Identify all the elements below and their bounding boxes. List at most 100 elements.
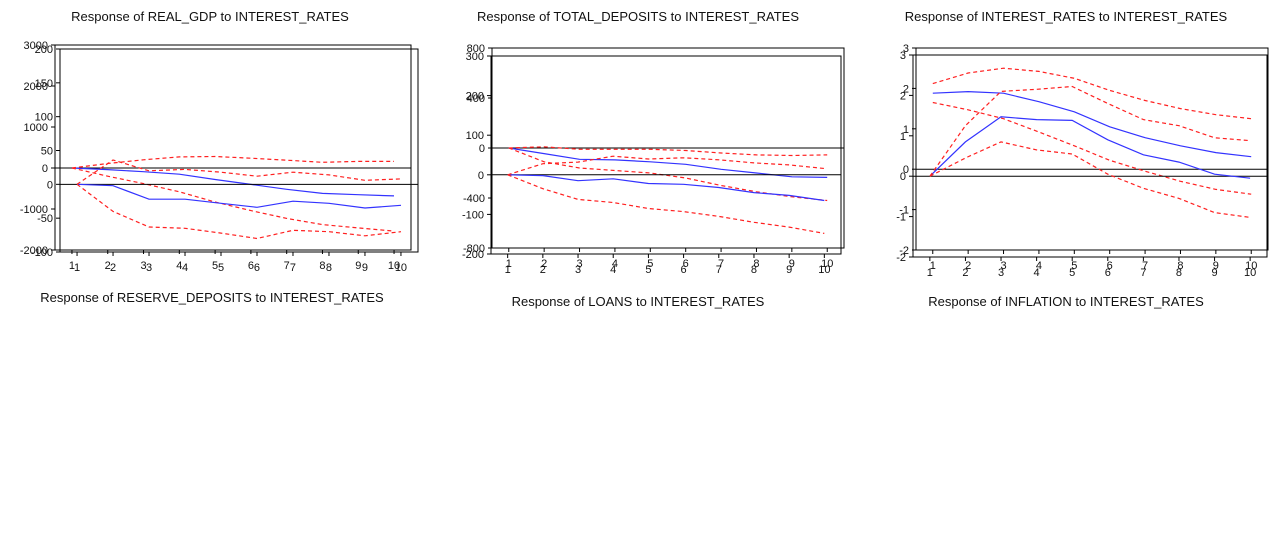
x-tick-label: 6 xyxy=(254,262,260,274)
x-tick-label: 7 xyxy=(284,260,290,272)
x-tick-label: 4 xyxy=(610,264,616,276)
x-tick-label: 8 xyxy=(326,262,332,274)
y-tick-label: -400 xyxy=(463,193,485,205)
y-tick-label: 0 xyxy=(479,143,485,155)
y-tick-label: 1 xyxy=(900,131,906,143)
chart-title: Response of RESERVE_DEPOSITS to INTEREST… xyxy=(40,290,384,305)
plot-frame xyxy=(912,54,1268,258)
y-tick-label: -2 xyxy=(896,252,906,264)
y-tick-label: 1000 xyxy=(24,122,48,134)
y-tick-label: -2 xyxy=(899,245,909,257)
y-tick-label: 0 xyxy=(478,170,484,182)
x-tick-label: 5 xyxy=(647,258,653,270)
x-tick-label: 1 xyxy=(69,260,75,272)
y-tick-label: 400 xyxy=(467,93,485,105)
y-tick-label: 300 xyxy=(466,51,484,63)
y-tick-label: 0 xyxy=(42,163,48,175)
x-tick-label: 6 xyxy=(1105,267,1111,279)
x-tick-label: 10 xyxy=(1245,260,1257,272)
y-tick-label: 0 xyxy=(903,164,909,176)
x-tick-label: 3 xyxy=(575,264,581,276)
y-tick-label: -1 xyxy=(896,212,906,224)
x-tick-label: 4 xyxy=(612,258,618,270)
x-tick-label: 8 xyxy=(751,264,757,276)
y-tick-label: 2 xyxy=(903,83,909,95)
chart-panel-real-gdp: Response of REAL_GDP to INTEREST_RATES -… xyxy=(0,0,420,278)
y-tick-label: -2000 xyxy=(20,245,48,257)
x-tick-label: 10 xyxy=(395,262,407,274)
plot-frame xyxy=(915,47,1269,251)
x-tick-label: 1 xyxy=(930,260,936,272)
y-tick-label: -100 xyxy=(462,209,484,221)
upper-band-line xyxy=(507,155,825,176)
chart-title: Response of INFLATION to INTEREST_RATES xyxy=(928,294,1204,309)
x-tick-label: 7 xyxy=(718,258,724,270)
lower-band-line xyxy=(76,183,402,240)
x-tick-label: 6 xyxy=(1107,260,1113,272)
x-tick-label: 3 xyxy=(140,260,146,272)
x-tick-label: 4 xyxy=(1034,267,1040,279)
x-tick-label: 5 xyxy=(212,260,218,272)
x-tick-label: 1 xyxy=(927,267,933,279)
chart-panel-loans: Response of LOANS to INTEREST_RATES -200… xyxy=(424,51,852,556)
x-tick-label: 2 xyxy=(540,264,546,276)
lower-band-line xyxy=(508,147,828,202)
x-tick-label: 3 xyxy=(998,267,1004,279)
x-tick-label: 8 xyxy=(1176,267,1182,279)
upper-band-line xyxy=(932,67,1252,120)
plot-frame xyxy=(54,44,412,251)
response-line xyxy=(507,174,825,202)
x-tick-label: 1 xyxy=(505,264,511,276)
y-tick-label: -800 xyxy=(463,243,485,255)
x-tick-label: 9 xyxy=(1213,260,1219,272)
x-tick-label: 8 xyxy=(753,258,759,270)
x-tick-label: 1 xyxy=(74,262,80,274)
upper-band-line xyxy=(76,159,402,185)
x-tick-label: 6 xyxy=(681,264,687,276)
y-tick-label: -200 xyxy=(462,249,484,261)
y-tick-label: -50 xyxy=(37,213,53,225)
lower-band-line xyxy=(929,141,1251,218)
y-tick-label: 100 xyxy=(466,130,484,142)
x-tick-label: 5 xyxy=(218,262,224,274)
chart-title: Response of INTEREST_RATES to INTEREST_R… xyxy=(904,9,1228,24)
x-tick-label: 10 xyxy=(388,260,400,272)
y-tick-label: -1000 xyxy=(20,204,48,216)
x-tick-label: 7 xyxy=(290,262,296,274)
x-tick-label: 9 xyxy=(355,260,361,272)
chart-title: Response of LOANS to INTEREST_RATES xyxy=(511,294,765,309)
y-tick-label: 3 xyxy=(900,50,906,62)
x-tick-label: 5 xyxy=(645,264,651,276)
x-tick-label: 3 xyxy=(146,262,152,274)
response-line xyxy=(76,183,402,209)
y-tick-label: 200 xyxy=(466,91,484,103)
chart-panel-interest-rates: Response of INTEREST_RATES to INTEREST_R… xyxy=(856,0,1276,278)
x-tick-label: 6 xyxy=(683,258,689,270)
x-tick-label: 1 xyxy=(506,258,512,270)
lower-band-line xyxy=(71,167,395,232)
y-tick-label: 0 xyxy=(47,179,53,191)
x-tick-label: 2 xyxy=(541,258,547,270)
x-tick-label: 9 xyxy=(1211,267,1217,279)
y-tick-label: 0 xyxy=(900,171,906,183)
x-tick-label: 5 xyxy=(1069,267,1075,279)
upper-band-line xyxy=(71,155,394,169)
x-tick-label: 7 xyxy=(1140,267,1146,279)
chart-svg: -800 -400 0 400 800 1 2 3 4 5 6 7 8 9 10 xyxy=(463,43,845,270)
x-tick-label: 3 xyxy=(1000,260,1006,272)
y-tick-label: 200 xyxy=(35,44,53,56)
x-tick-label: 2 xyxy=(965,260,971,272)
x-tick-label: 8 xyxy=(1177,260,1183,272)
x-tick-label: 9 xyxy=(789,258,795,270)
x-tick-label: 5 xyxy=(1071,260,1077,272)
y-tick-label: 50 xyxy=(41,146,53,158)
lower-band-line xyxy=(507,174,825,234)
lower-band-line xyxy=(932,101,1252,195)
x-tick-label: 8 xyxy=(319,260,325,272)
response-line xyxy=(71,167,395,197)
y-tick-label: -1 xyxy=(899,205,909,217)
